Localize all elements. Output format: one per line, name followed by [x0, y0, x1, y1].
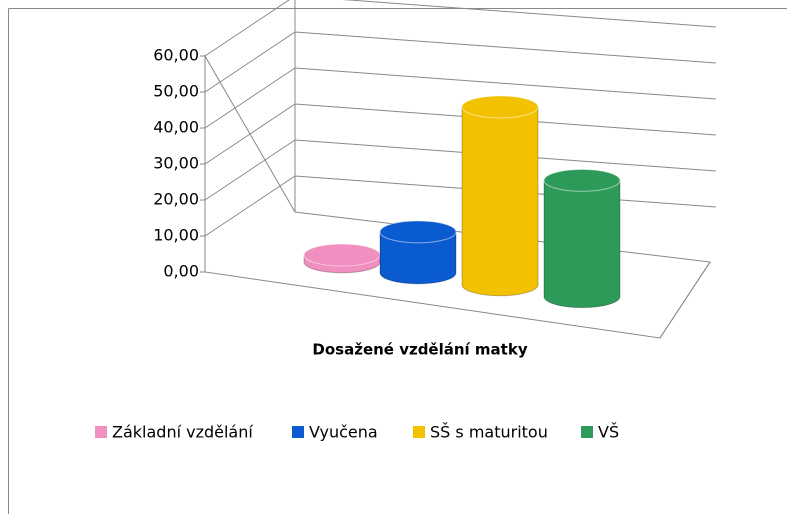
legend-swatch — [95, 426, 107, 438]
bar-top — [543, 168, 621, 192]
wall — [204, 54, 711, 339]
grid-line — [204, 175, 717, 237]
legend-swatch — [581, 426, 593, 438]
bar-top — [303, 243, 381, 267]
wall — [659, 261, 711, 339]
legend-label: Vyučena — [309, 423, 378, 442]
y-tick-label: 30,00 — [153, 154, 199, 173]
axis-title: Dosažené vzdělání matky — [312, 341, 527, 359]
legend-swatch — [292, 426, 304, 438]
legend-label: SŠ s maturitou — [430, 423, 548, 442]
grid-line — [204, 0, 717, 57]
y-tick-label: 20,00 — [153, 190, 199, 209]
y-tick-label: 60,00 — [153, 46, 199, 65]
y-tick-label: 0,00 — [163, 262, 199, 281]
y-tick-label: 40,00 — [153, 118, 199, 137]
bar-body — [461, 106, 539, 297]
legend-label: VŠ — [598, 423, 619, 442]
legend-swatch — [413, 426, 425, 438]
bar-top — [379, 220, 457, 244]
bar-body — [379, 231, 457, 285]
bar-top — [461, 95, 539, 119]
grid-line — [204, 31, 717, 93]
y-tick-label: 10,00 — [153, 226, 199, 245]
bar-body — [543, 179, 621, 309]
legend-label: Základní vzdělání — [112, 423, 253, 442]
grid-line — [204, 139, 717, 201]
grid-line — [204, 67, 717, 129]
y-tick-label: 50,00 — [153, 82, 199, 101]
grid-line — [204, 103, 717, 165]
